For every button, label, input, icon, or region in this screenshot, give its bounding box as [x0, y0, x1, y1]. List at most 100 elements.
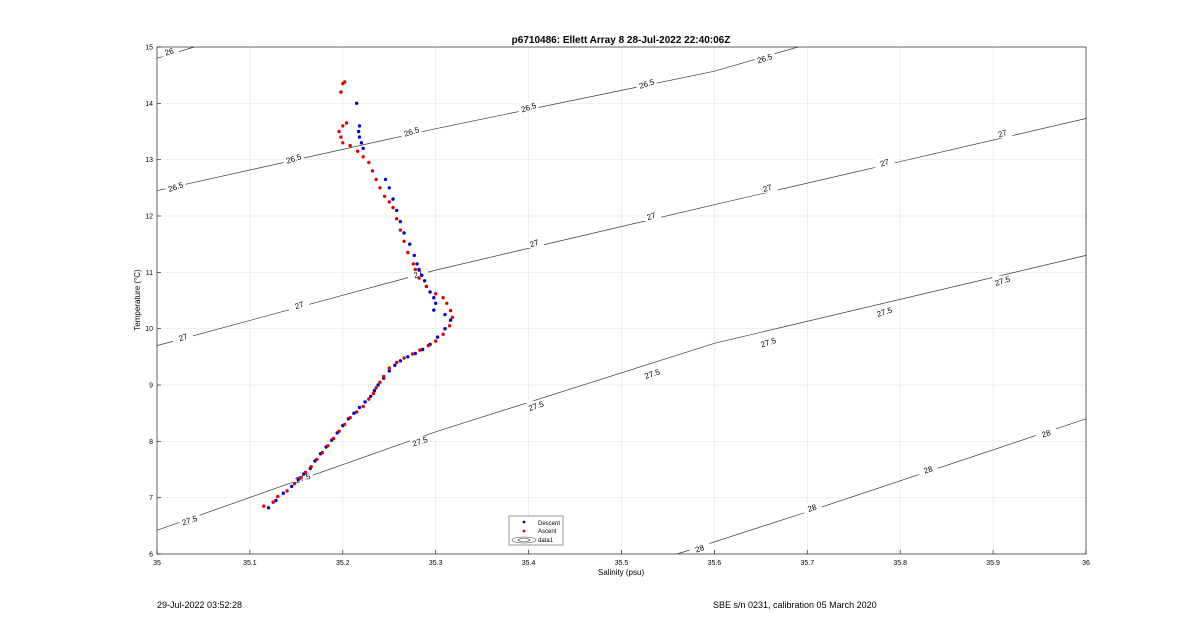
ascent-point: [387, 200, 391, 204]
ascent-point: [348, 143, 352, 148]
ascent-point: [391, 205, 395, 210]
contour-label-bg: [526, 400, 547, 411]
descent-point: [402, 231, 406, 235]
chart-title: p6710486: Ellett Array 8 28-Jul-2022 22:…: [512, 35, 731, 46]
contour-label-bg: [165, 181, 186, 192]
ascent-point: [367, 160, 371, 165]
contour-label-bg: [409, 436, 430, 447]
x-tick-label: 35.4: [522, 560, 536, 567]
ascent-point: [434, 339, 438, 343]
ascent-point: [374, 386, 378, 390]
ascent-point: [355, 410, 359, 414]
ascent-point: [361, 404, 365, 409]
ascent-point: [387, 366, 391, 370]
descent-point: [369, 394, 373, 398]
descent-point: [422, 279, 427, 283]
contour-label-bg: [758, 337, 779, 348]
contour-label: 28: [806, 502, 818, 513]
contour-label-bg: [641, 211, 662, 221]
descent-point: [387, 186, 391, 190]
contour-label-bg: [636, 78, 657, 89]
x-tick-label: 36: [1082, 560, 1090, 567]
ascent-point: [445, 301, 449, 305]
ascent-point: [411, 262, 416, 266]
ascent-point: [413, 267, 417, 272]
ascent-point: [298, 476, 302, 480]
descent-point: [372, 388, 377, 393]
ascent-point: [271, 500, 275, 504]
descent-point: [421, 347, 425, 352]
contour-label: 27: [997, 128, 1009, 139]
contour-label-bg: [292, 472, 313, 483]
ascent-point: [441, 332, 445, 336]
descent-point: [395, 208, 399, 213]
descent-point: [391, 197, 395, 201]
ascent-point: [320, 450, 325, 455]
contour-label: 27: [762, 182, 774, 193]
descent-point: [356, 129, 361, 134]
descent-point: [352, 411, 356, 415]
chart-legend: Descent Ascent data1: [508, 515, 564, 546]
y-tick-label: 14: [145, 101, 153, 108]
series-ascent: [262, 80, 455, 508]
y-tick-label: 9: [149, 383, 153, 390]
ascent-point: [447, 324, 452, 328]
footer-calibration-info: SBE s/n 0231, calibration 05 March 2020: [713, 600, 877, 610]
ascent-point: [382, 374, 386, 379]
ascent-point: [448, 308, 453, 313]
descent-point: [428, 290, 432, 294]
descent-point: [357, 124, 362, 128]
descent-point: [383, 177, 388, 182]
y-tick-label: 8: [149, 439, 153, 446]
ascent-point: [371, 391, 376, 396]
contour-label-bg: [518, 102, 539, 113]
contour-label-bg: [757, 182, 778, 193]
descent-point: [435, 335, 440, 339]
ascent-point: [343, 80, 347, 84]
descent-point: [443, 327, 447, 331]
descent-point: [434, 301, 438, 305]
legend-data1-label: data1: [538, 538, 554, 544]
ascent-point: [367, 397, 371, 401]
legend-descent-label: Descent: [538, 521, 560, 527]
contour-label: 27: [529, 238, 541, 249]
contour-label-bg: [179, 515, 200, 526]
contour-label-bg: [874, 157, 895, 168]
ascent-point: [395, 360, 399, 365]
contour-label-bg: [408, 269, 429, 280]
ascent-point: [292, 481, 297, 486]
ascent-point: [331, 436, 336, 441]
contour-label-bg: [992, 128, 1013, 139]
x-tick-label: 35.5: [615, 560, 629, 567]
ascent-point: [410, 352, 415, 356]
ascent-point: [382, 194, 387, 198]
contour-label-bg: [918, 464, 939, 475]
x-tick-label: 35.1: [243, 560, 257, 567]
ascent-point: [378, 186, 382, 190]
ascent-point: [418, 348, 422, 352]
ascent-point: [343, 422, 347, 427]
descent-point: [398, 219, 403, 224]
ascent-point: [406, 250, 410, 255]
y-tick-label: 15: [145, 45, 153, 52]
ascent-point: [339, 135, 343, 139]
ascent-point: [417, 276, 421, 280]
contour-label-bg: [401, 126, 422, 137]
descent-point: [393, 363, 397, 367]
y-tick-label: 6: [149, 552, 153, 559]
descent-point: [420, 273, 424, 277]
contour-label: 27: [646, 211, 658, 222]
ascent-point: [339, 90, 343, 94]
contour-label: 26: [164, 46, 176, 57]
descent-point: [413, 351, 417, 356]
legend-ascent-marker: [522, 529, 526, 533]
descent-point: [448, 318, 453, 322]
x-tick-label: 35.6: [708, 560, 722, 567]
y-tick-label: 10: [145, 326, 153, 333]
x-tick-label: 35: [153, 560, 161, 567]
legend-ascent-label: Ascent: [538, 529, 557, 535]
descent-point: [432, 296, 436, 300]
legend-contour-icon: [511, 536, 537, 544]
ascent-point: [426, 343, 430, 348]
